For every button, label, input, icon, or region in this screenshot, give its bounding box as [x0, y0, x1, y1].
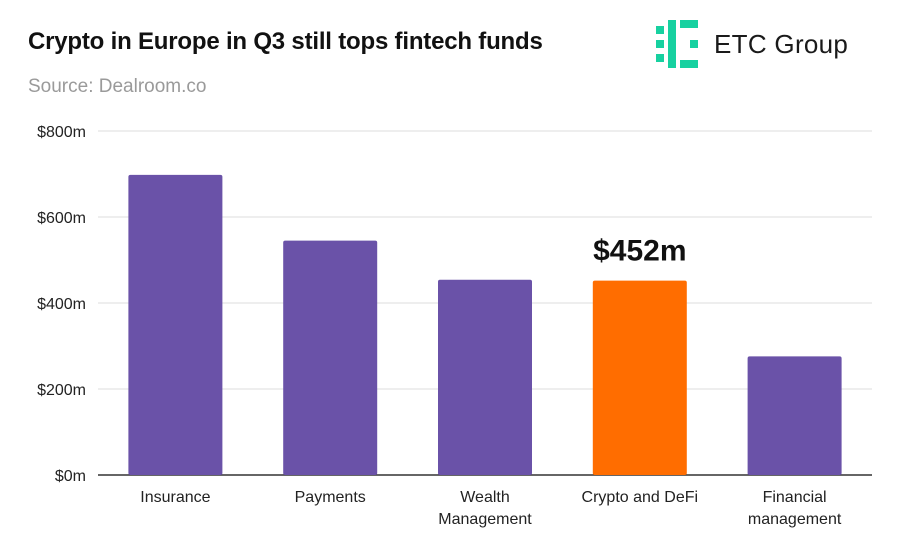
x-tick-label: Financial management: [748, 489, 842, 528]
x-tick-label: Payments: [295, 489, 366, 506]
logo-block: [656, 40, 664, 48]
logo-block: [668, 20, 676, 68]
data-label: $452m: [593, 235, 686, 268]
y-tick-label: $200m: [37, 382, 86, 399]
x-tick-label-line: Payments: [295, 489, 366, 506]
brand-logo: ETC Group: [656, 20, 848, 68]
logo-block: [680, 60, 698, 68]
x-tick-label-line: Crypto and DeFi: [582, 489, 699, 506]
brand-name: ETC Group: [714, 28, 849, 59]
x-tick-label: Wealth Management: [438, 489, 532, 528]
x-tick-label: Crypto and DeFi: [582, 489, 699, 506]
x-tick-label-line: management: [748, 511, 842, 528]
x-tick-label-line: Management: [438, 511, 532, 528]
logo-block: [656, 26, 664, 34]
y-tick-label: $400m: [37, 296, 86, 313]
chart-source: Source: Dealroom.co: [28, 76, 207, 97]
bar: [438, 279, 532, 475]
logo-block: [656, 54, 664, 62]
bar: [128, 174, 223, 476]
x-tick-label: Insurance: [140, 489, 210, 506]
bar-highlight: [592, 280, 687, 475]
x-tick-label-line: Insurance: [140, 489, 210, 506]
x-tick-label-line: Wealth: [460, 489, 510, 506]
etc-group-logo-icon: [656, 20, 700, 68]
logo-block: [680, 20, 698, 28]
bar: [747, 356, 842, 475]
x-tick-label-line: Financial: [763, 489, 827, 506]
chart-title: Crypto in Europe in Q3 still tops fintec…: [28, 28, 543, 55]
y-tick-label: $600m: [37, 210, 86, 227]
y-tick-label: $0m: [55, 468, 86, 485]
y-tick-label: $800m: [37, 124, 86, 141]
logo-block: [690, 40, 698, 48]
bar: [283, 240, 378, 475]
